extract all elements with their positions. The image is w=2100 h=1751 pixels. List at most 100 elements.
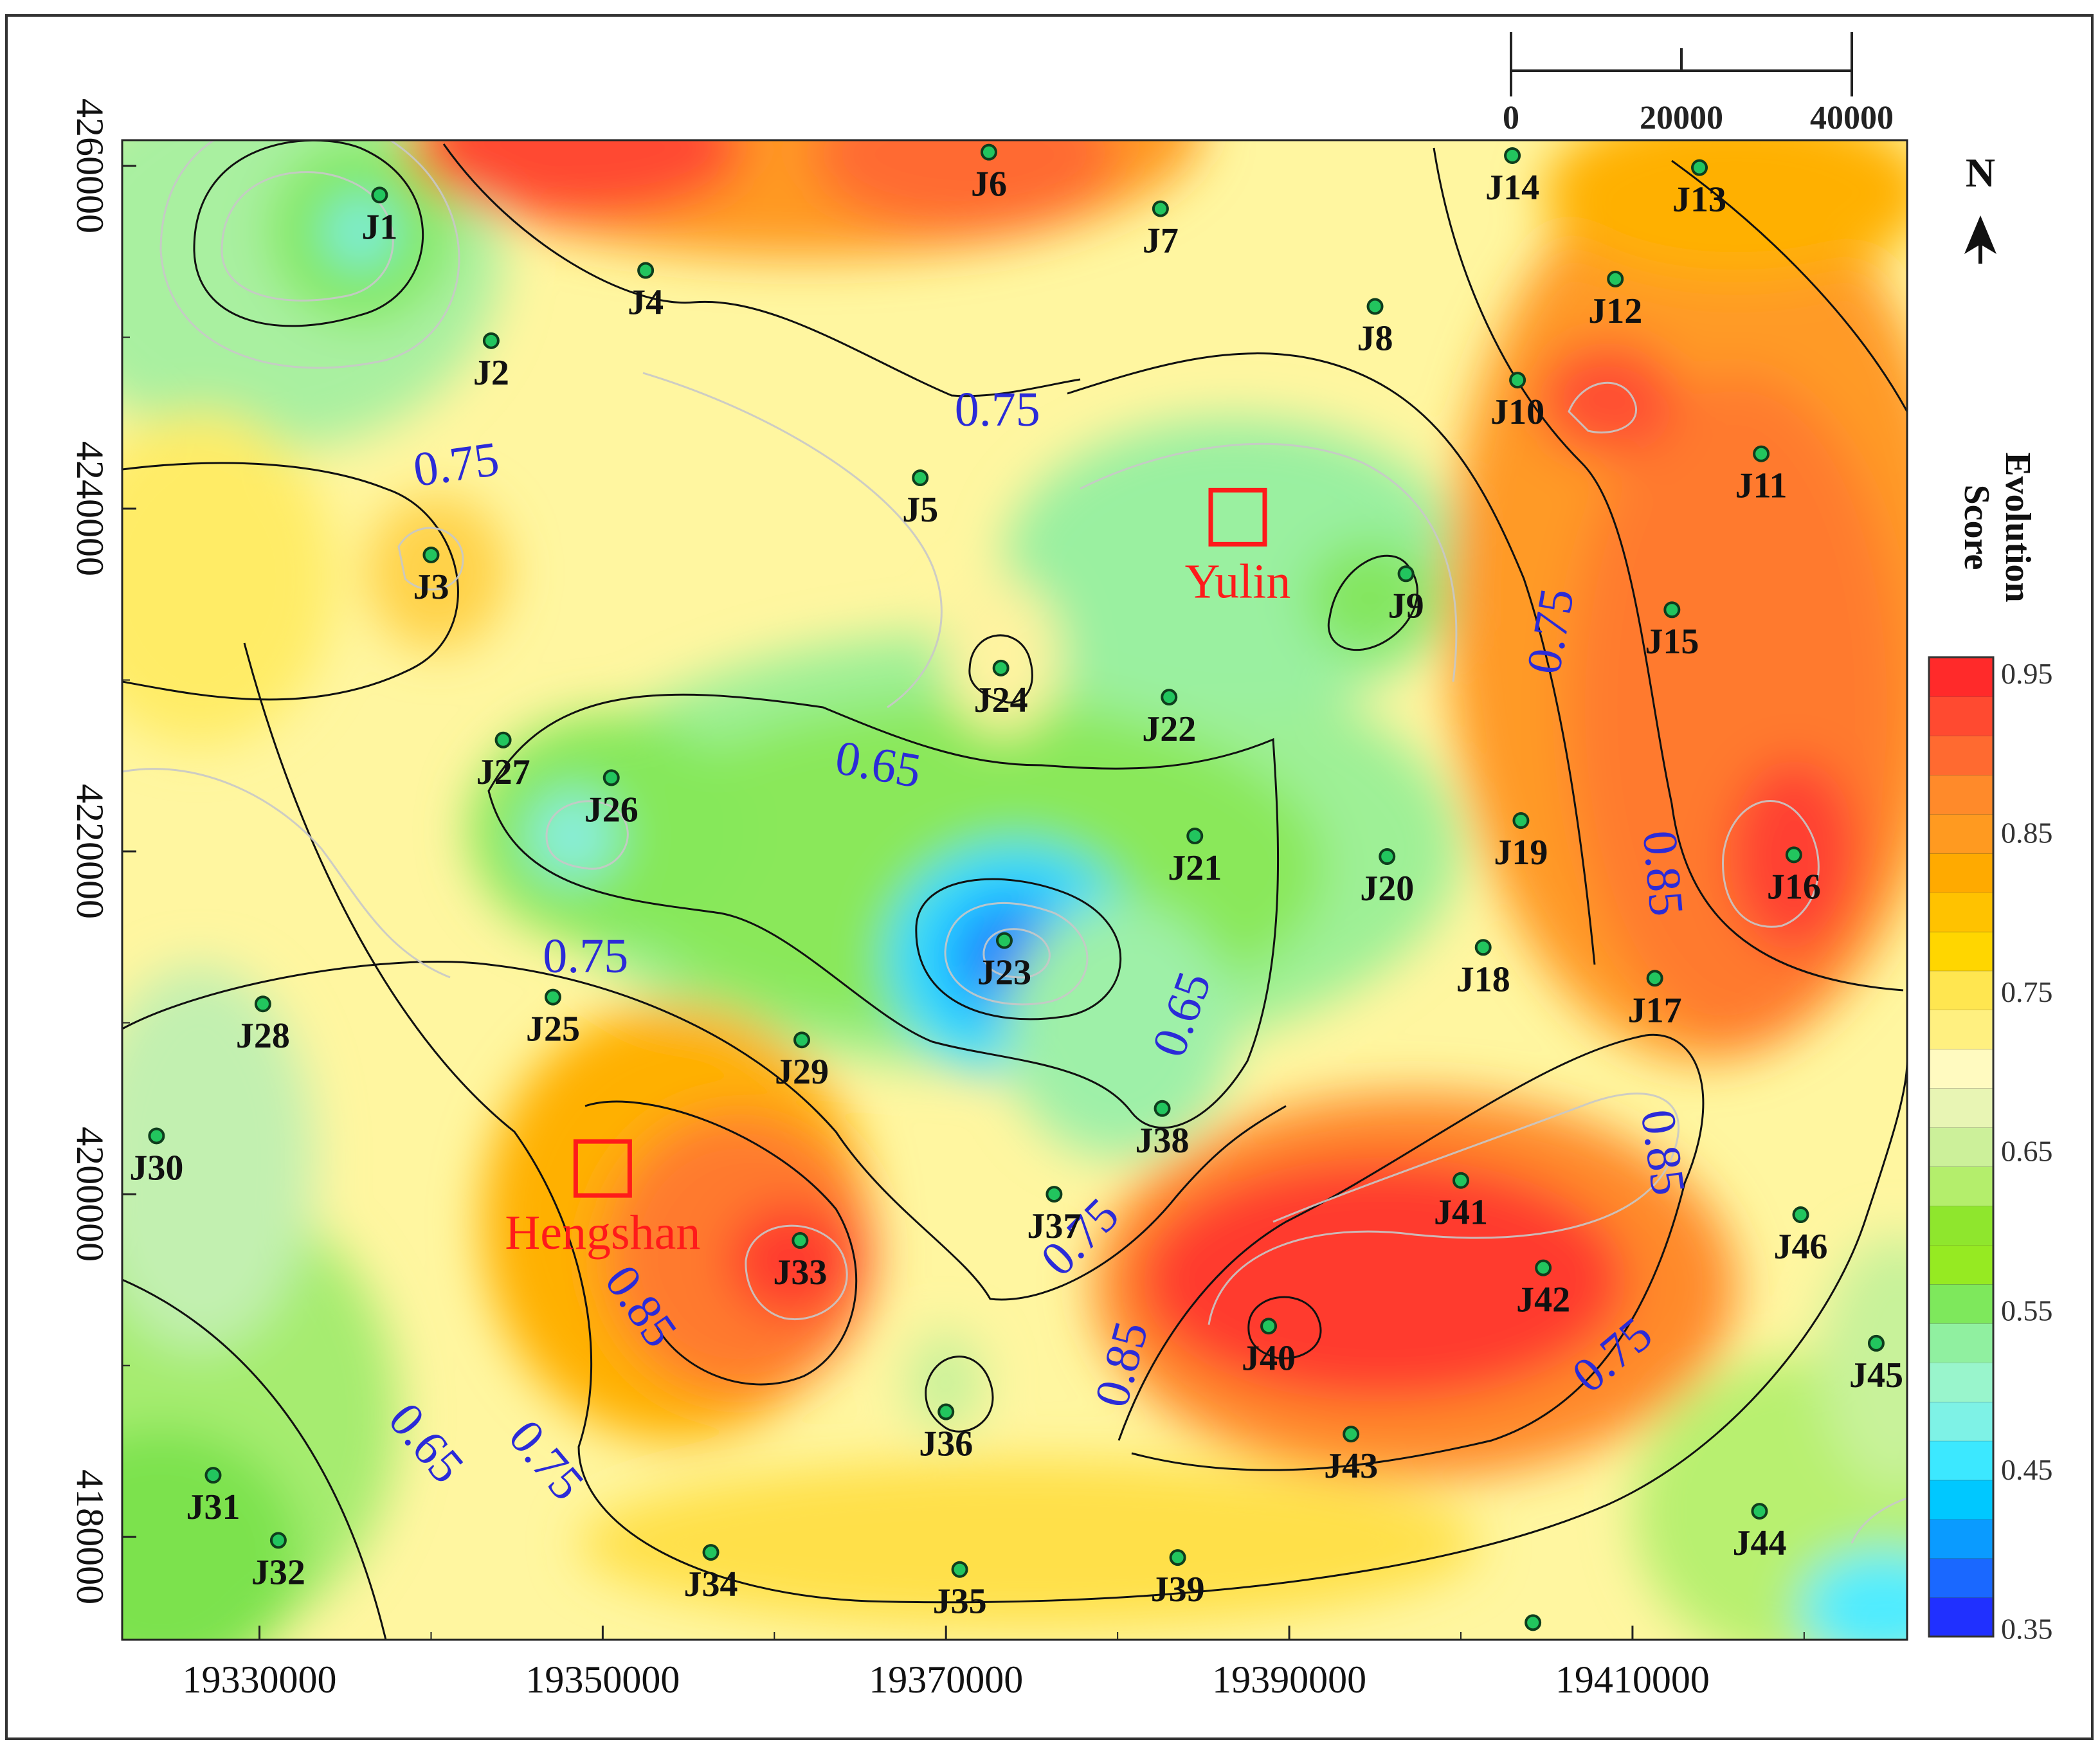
well-j21: J21: [1168, 828, 1222, 888]
y-tick-label: 4200000: [69, 1127, 111, 1262]
well-j19: J19: [1494, 812, 1548, 873]
well-marker: [1504, 147, 1521, 164]
well-j46: J46: [1774, 1206, 1828, 1267]
well-label: J27: [476, 752, 530, 792]
colorbar-swatch: [1929, 1558, 1993, 1598]
well-label: J21: [1168, 848, 1222, 888]
well-marker: [793, 1031, 811, 1049]
colorbar-swatch: [1929, 1284, 1993, 1324]
colorbar-swatch: [1929, 1323, 1993, 1363]
well-label: J26: [584, 790, 638, 830]
well-j5: J5: [902, 469, 938, 530]
well-label: J13: [1672, 180, 1726, 220]
well-label: J29: [775, 1052, 829, 1092]
colorbar-border: [1928, 656, 1995, 1638]
contour-label: 0.75: [955, 383, 1040, 437]
well-marker: [148, 1127, 165, 1145]
well-j10: J10: [1490, 372, 1544, 432]
colorbar-swatch: [1929, 1127, 1993, 1167]
scale-bar-label-40000: 40000: [1810, 100, 1894, 136]
town-marker: [1208, 487, 1267, 547]
x-tick-label: 19410000: [1555, 1658, 1710, 1701]
well-marker: [544, 988, 561, 1006]
well-marker: [1343, 1426, 1360, 1443]
well-j15: J15: [1645, 601, 1699, 662]
y-axis: 4260000 4240000 4220000 4200000 4180000: [69, 98, 136, 1604]
well-label: J5: [902, 490, 938, 530]
well-j3: J3: [413, 546, 449, 607]
well-label: J16: [1767, 867, 1821, 907]
well-j37: J37: [1027, 1186, 1081, 1246]
north-arrow-label: N: [1966, 150, 1995, 195]
well-label: J39: [1151, 1570, 1205, 1610]
well-j27: J27: [476, 731, 530, 792]
contour-label: 0.85: [1631, 1106, 1696, 1198]
well-marker: [1045, 1186, 1063, 1203]
well-marker: [1663, 601, 1681, 619]
well-marker: [1646, 970, 1663, 987]
well-marker: [204, 1467, 222, 1484]
colorbar-tick-label: 0.45: [2001, 1453, 2053, 1486]
well-label: J12: [1588, 291, 1642, 331]
well-j20: J20: [1360, 848, 1414, 909]
well-j11: J11: [1735, 445, 1788, 506]
contour-label: 0.75: [543, 929, 628, 983]
well-j8: J8: [1357, 298, 1393, 359]
well-marker: [1607, 270, 1624, 287]
well-marker: [980, 143, 997, 161]
colorbar-swatch: [1929, 1244, 1993, 1285]
town-label: Yulin: [1185, 554, 1291, 608]
well-label: J47: [1506, 1635, 1560, 1674]
well-label: J20: [1360, 869, 1414, 909]
well-j25: J25: [526, 988, 580, 1049]
colorbar-tick-label: 0.95: [2001, 657, 2053, 690]
colorbar-title-line2: Score: [1957, 485, 1996, 570]
well-label: J18: [1456, 959, 1510, 999]
colorbar-swatch: [1929, 892, 1993, 932]
well-marker: [1397, 565, 1415, 583]
well-j28: J28: [236, 995, 290, 1056]
well-j36: J36: [919, 1403, 973, 1464]
colorbar-swatch: [1929, 1010, 1993, 1049]
map-plot-area: 0.750.750.650.750.850.750.650.850.750.85…: [122, 140, 1907, 1674]
town-label: Hengshan: [505, 1206, 700, 1260]
well-j18: J18: [1456, 939, 1510, 999]
well-label: J6: [971, 165, 1007, 204]
well-j26: J26: [584, 769, 638, 830]
colorbar-swatch: [1929, 735, 1993, 776]
colorbar-tick-label: 0.75: [2001, 975, 2053, 1008]
well-j23: J23: [977, 932, 1031, 993]
well-points: J1 J2 J3 J4 J5 J6 J7 J8 J9 J10 J11 J12 J13 J14 J15 J16 J…: [129, 143, 1903, 1674]
well-marker: [1512, 812, 1530, 830]
town-marker: [573, 1139, 632, 1198]
well-marker: [912, 469, 929, 487]
well-label: J32: [251, 1552, 305, 1592]
colorbar-swatch: [1929, 1049, 1993, 1089]
well-j9: J9: [1388, 565, 1424, 626]
colorbar-swatch: [1929, 657, 1993, 697]
town-hengshan: Hengshan: [505, 1139, 700, 1260]
well-marker: [1260, 1318, 1278, 1335]
colorbar-swatch: [1929, 1088, 1993, 1128]
well-label: J33: [773, 1253, 827, 1293]
well-label: J45: [1849, 1356, 1903, 1395]
well-j2: J2: [473, 332, 509, 393]
well-marker: [1453, 1172, 1469, 1189]
well-label: J23: [977, 953, 1031, 993]
well-marker: [1525, 1614, 1542, 1631]
well-marker: [494, 731, 512, 748]
well-marker: [1867, 1334, 1885, 1352]
well-j4: J4: [628, 262, 664, 323]
colorbar-swatch: [1929, 1362, 1993, 1402]
well-marker: [1785, 846, 1802, 864]
colorbar-tick-label: 0.55: [2001, 1294, 2053, 1327]
well-label: J19: [1494, 833, 1548, 873]
colorbar-swatch: [1929, 853, 1993, 893]
well-marker: [1474, 939, 1492, 956]
well-marker: [1366, 298, 1384, 315]
well-label: J15: [1645, 622, 1699, 662]
colorbar-swatch: [1929, 1401, 1993, 1441]
plot-border: [121, 139, 1908, 1641]
well-label: J10: [1490, 392, 1544, 432]
well-label: J24: [974, 680, 1028, 720]
